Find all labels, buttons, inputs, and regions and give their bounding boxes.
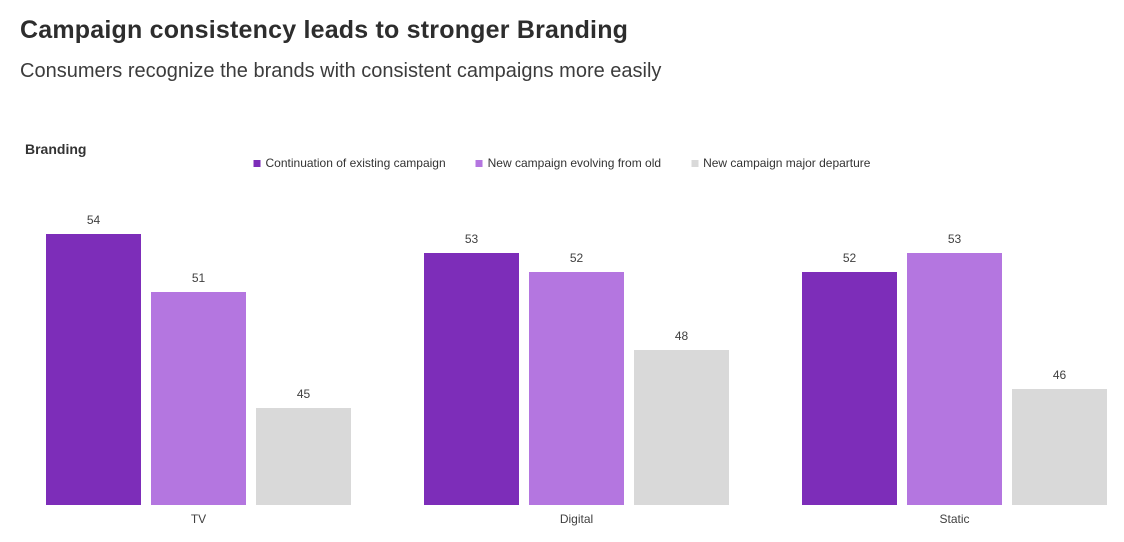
legend-item: Continuation of existing campaign [253,156,446,170]
bar-wrap: 48 [634,329,729,505]
page-subtitle: Consumers recognize the brands with cons… [20,60,662,82]
category-label: Static [939,512,970,526]
bar-wrap: 52 [802,251,897,505]
bar-value-label: 51 [191,271,206,285]
bar-value-label: 52 [842,251,857,265]
bar-group-static: 52 53 46 Static [802,232,1107,526]
legend-item: New campaign evolving from old [475,156,662,170]
bar-value-label: 46 [1052,368,1067,382]
legend-label: New campaign major departure [703,156,871,170]
bar-wrap: 45 [256,387,351,505]
bar-wrap: 54 [46,213,141,505]
bar-wrap: 53 [424,232,519,505]
legend-swatch-icon [253,159,261,167]
bar [1012,389,1107,505]
bar-wrap: 53 [907,232,1002,505]
bar-wrap: 52 [529,251,624,505]
bar [529,272,624,505]
bar [424,253,519,505]
legend-swatch-icon [475,159,483,167]
bar [46,234,141,505]
category-label: Digital [559,512,594,526]
chart-legend: Continuation of existing campaign New cam… [253,156,870,170]
page-title: Campaign consistency leads to stronger B… [20,16,629,44]
bar-value-label: 53 [464,232,479,246]
legend-label: New campaign evolving from old [487,156,662,170]
bar [907,253,1002,505]
bar-wrap: 51 [151,271,246,505]
bar [802,272,897,505]
legend-swatch-icon [691,159,699,167]
bar-value-label: 48 [674,329,689,343]
plot-area: 54 51 45 TV 53 52 48 Digital 52 53 46 Static [46,195,1107,526]
bar-value-label: 52 [569,251,584,265]
bar-group-tv: 54 51 45 TV [46,213,351,526]
bar-group-digital: 53 52 48 Digital [424,232,729,526]
bar [151,292,246,505]
bar-wrap: 46 [1012,368,1107,505]
category-label: TV [190,512,207,526]
bar-value-label: 45 [296,387,311,401]
legend-label: Continuation of existing campaign [265,156,446,170]
chart-axis-label: Branding [25,141,87,157]
legend-item: New campaign major departure [691,156,870,170]
bar-value-label: 53 [947,232,962,246]
bar [256,408,351,505]
bar-value-label: 54 [86,213,101,227]
bar [634,350,729,505]
